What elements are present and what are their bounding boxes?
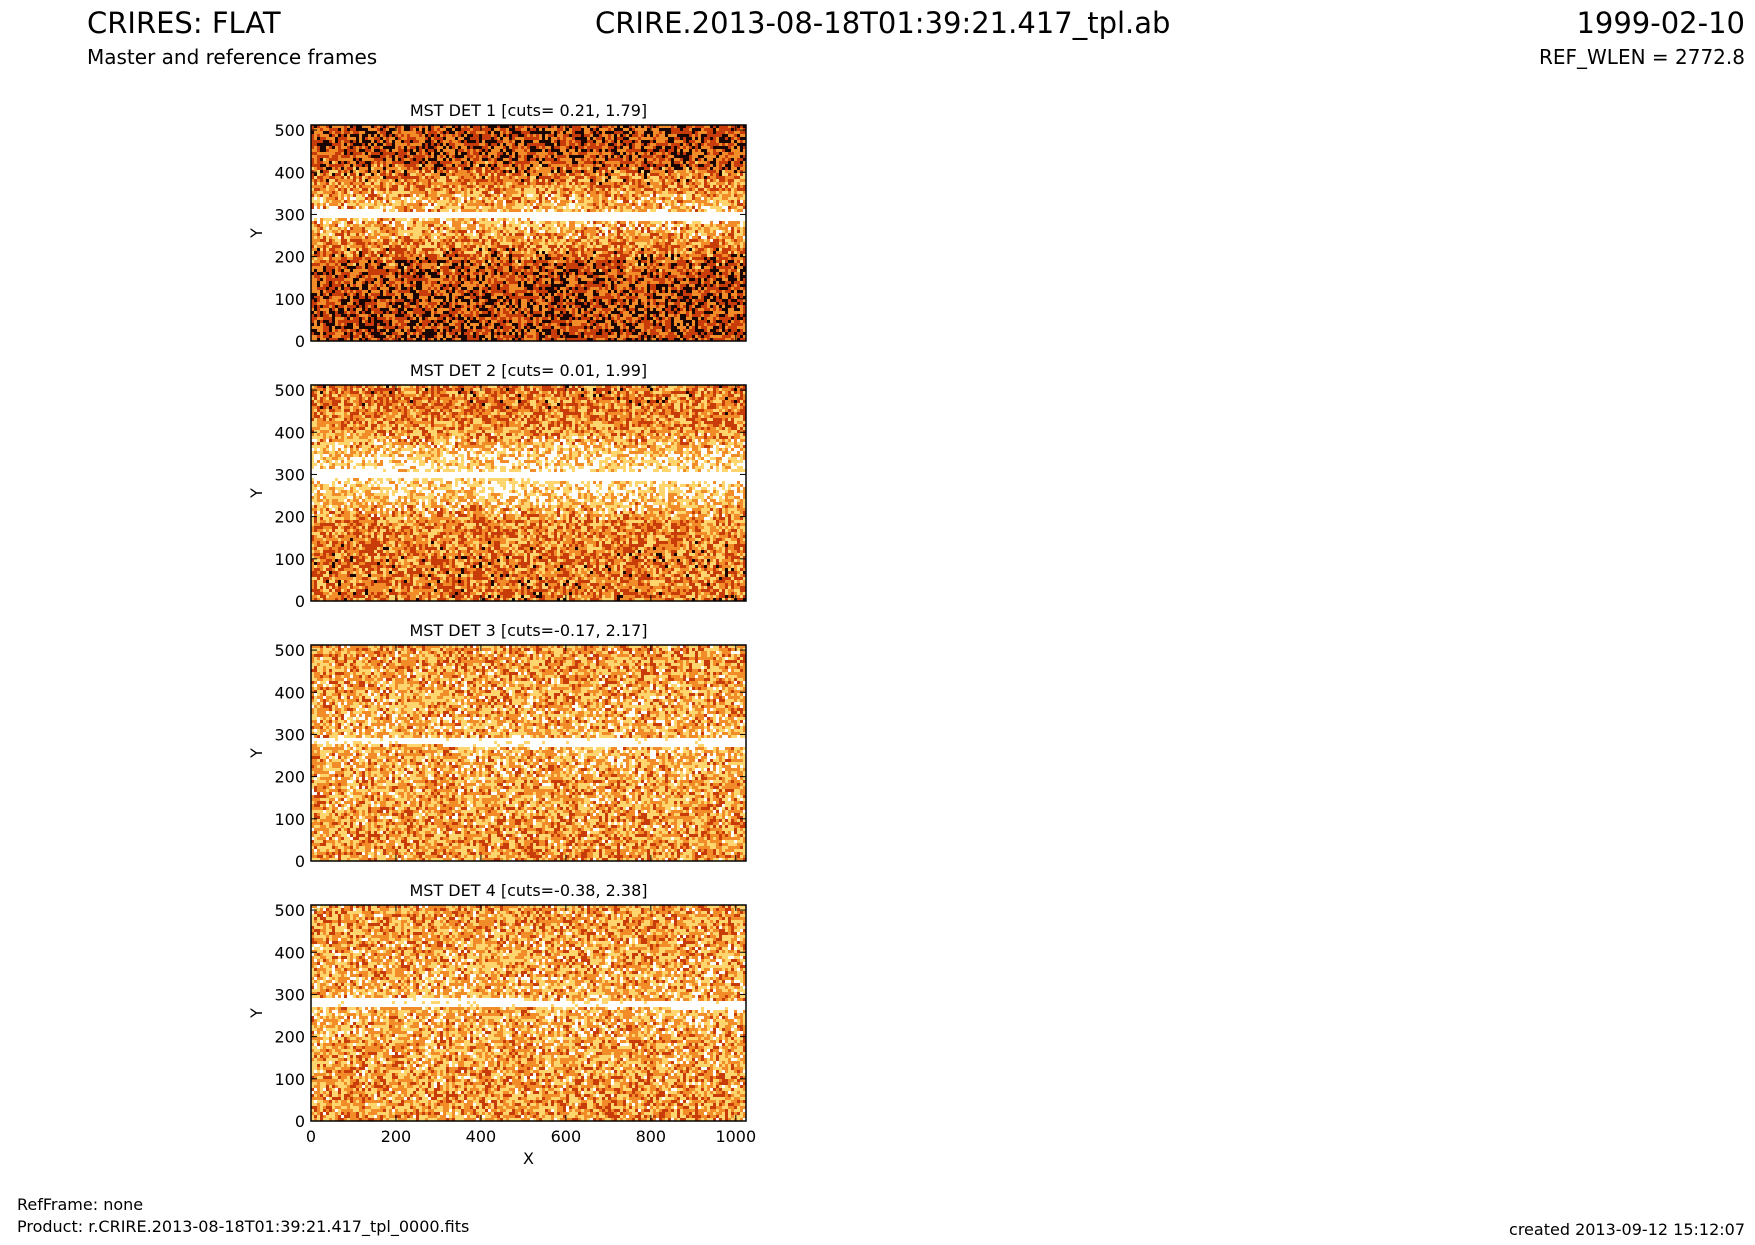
y-tick-label: 300 bbox=[274, 205, 305, 224]
reference-wavelength: REF_WLEN = 2772.8 bbox=[1538, 45, 1745, 69]
y-tick-label: 100 bbox=[274, 290, 305, 309]
y-tick-label: 0 bbox=[295, 592, 305, 611]
y-tick-label: 400 bbox=[274, 423, 305, 442]
y-axis-label: Y bbox=[247, 488, 266, 499]
y-tick-label: 200 bbox=[274, 1028, 305, 1047]
detector-image bbox=[311, 905, 746, 1121]
panel-frame bbox=[310, 124, 747, 342]
y-tick-label: 0 bbox=[295, 1112, 305, 1131]
footer-refframe: RefFrame: none bbox=[17, 1195, 144, 1214]
y-tick-label: 100 bbox=[274, 550, 305, 569]
detector-image bbox=[311, 645, 746, 861]
y-tick-label: 300 bbox=[274, 465, 305, 484]
report-subtitle: Master and reference frames bbox=[87, 45, 378, 69]
y-axis-label: Y bbox=[247, 1008, 266, 1019]
panel-title: MST DET 2 [cuts= 0.01, 1.99] bbox=[410, 361, 647, 380]
detector-panel-3: MST DET 3 [cuts=-0.17, 2.17] 0 100 200 300 40… bbox=[247, 621, 747, 871]
y-axis-label: Y bbox=[247, 748, 266, 759]
detector-panel-4: MST DET 4 [cuts=-0.38, 2.38] 0 100 200 300 40… bbox=[247, 881, 756, 1168]
panel-frame bbox=[310, 904, 747, 1122]
x-axis-label: X bbox=[523, 1149, 534, 1168]
y-tick-label: 100 bbox=[274, 810, 305, 829]
y-tick-label: 500 bbox=[274, 381, 305, 400]
y-tick-label: 0 bbox=[295, 852, 305, 871]
x-tick-label: 0 bbox=[306, 1127, 316, 1146]
x-tick-label: 600 bbox=[551, 1127, 582, 1146]
y-axis-label: Y bbox=[247, 228, 266, 239]
panel-title: MST DET 3 [cuts=-0.17, 2.17] bbox=[409, 621, 647, 640]
y-tick-label: 500 bbox=[274, 641, 305, 660]
panel-frame bbox=[310, 384, 747, 602]
file-name-title: CRIRE.2013-08-18T01:39:21.417_tpl.ab bbox=[595, 6, 1171, 40]
panel-title: MST DET 4 [cuts=-0.38, 2.38] bbox=[409, 881, 647, 900]
y-tick-label: 500 bbox=[274, 901, 305, 920]
y-tick-label: 300 bbox=[274, 985, 305, 1004]
report-title: CRIRES: FLAT bbox=[87, 6, 281, 40]
footer-product: Product: r.CRIRE.2013-08-18T01:39:21.417… bbox=[17, 1217, 470, 1236]
y-tick-label: 400 bbox=[274, 683, 305, 702]
y-tick-label: 200 bbox=[274, 508, 305, 527]
y-tick-label: 400 bbox=[274, 943, 305, 962]
x-tick-label: 800 bbox=[636, 1127, 667, 1146]
detector-image bbox=[311, 125, 746, 341]
x-tick-label: 1000 bbox=[715, 1127, 756, 1146]
footer-created: created 2013-09-12 15:12:07 bbox=[1509, 1220, 1745, 1239]
panel-title: MST DET 1 [cuts= 0.21, 1.79] bbox=[410, 101, 647, 120]
y-tick-label: 200 bbox=[274, 248, 305, 267]
detector-panel-2: MST DET 2 [cuts= 0.01, 1.99] 0 100 200 300 40… bbox=[247, 361, 747, 611]
x-tick-label: 200 bbox=[381, 1127, 412, 1146]
y-tick-label: 0 bbox=[295, 332, 305, 351]
detector-image bbox=[311, 385, 746, 601]
y-tick-label: 500 bbox=[274, 121, 305, 140]
y-tick-label: 300 bbox=[274, 725, 305, 744]
panel-frame bbox=[310, 644, 747, 862]
observation-date: 1999-02-10 bbox=[1576, 6, 1745, 40]
detector-panel-1: MST DET 1 [cuts= 0.21, 1.79] 0 100 200 300 40… bbox=[247, 101, 747, 351]
y-tick-label: 200 bbox=[274, 768, 305, 787]
x-tick-label: 400 bbox=[466, 1127, 497, 1146]
y-tick-label: 100 bbox=[274, 1070, 305, 1089]
y-tick-label: 400 bbox=[274, 163, 305, 182]
